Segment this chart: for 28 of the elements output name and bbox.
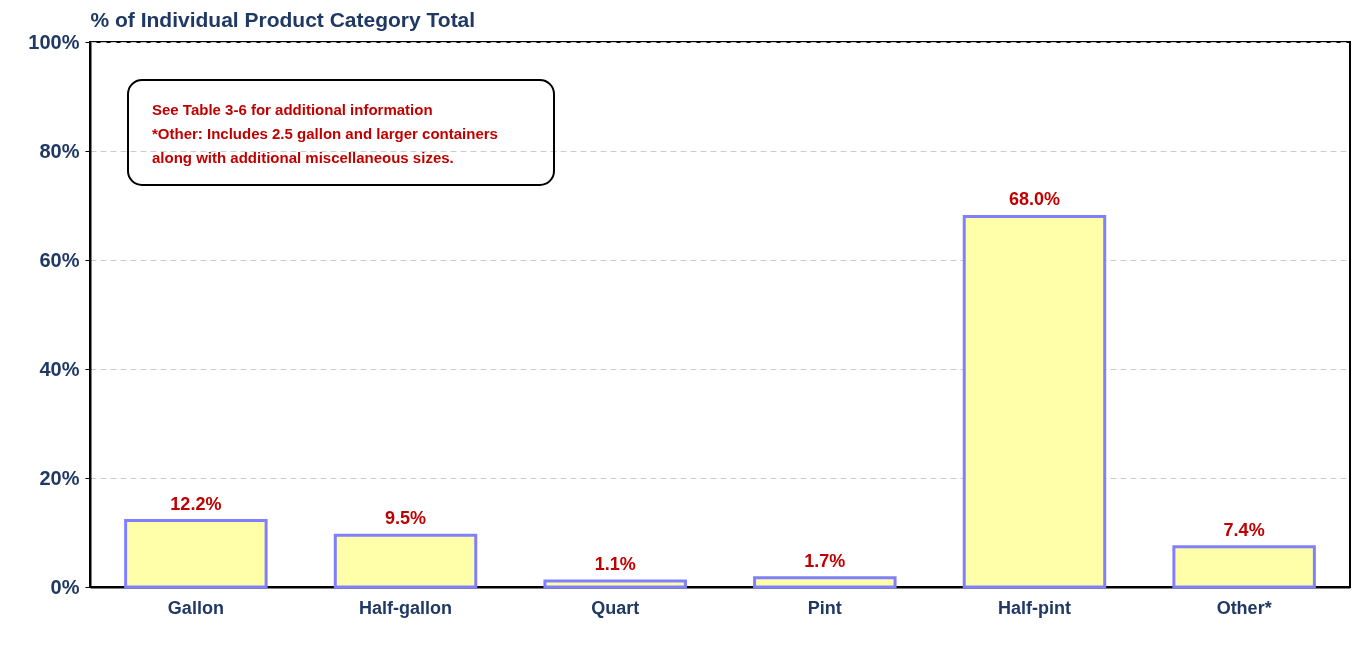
x-tick-label: Gallon — [167, 597, 224, 618]
x-tick-label: Half-gallon — [359, 597, 453, 618]
x-tick-label: Quart — [591, 597, 640, 618]
data-label: 1.1% — [594, 554, 636, 575]
bar — [124, 519, 268, 589]
y-axis-title: % of Individual Product Category Total — [90, 7, 476, 31]
y-tick-label: 60% — [39, 248, 80, 271]
data-label: 1.7% — [804, 550, 846, 571]
bar — [333, 533, 478, 589]
data-label: 9.5% — [385, 508, 427, 529]
bar — [962, 214, 1107, 589]
x-tick-label: Pint — [807, 597, 842, 618]
bar — [543, 579, 687, 589]
x-tick-label: Other* — [1216, 597, 1272, 618]
annotation: along with additional miscellaneous sizes. — [152, 149, 454, 166]
bar — [1172, 545, 1316, 589]
y-tick-label: 20% — [39, 466, 80, 489]
y-tick-label: 80% — [39, 139, 80, 162]
y-tick-label: 100% — [28, 30, 80, 53]
y-tick-label: 0% — [50, 575, 80, 598]
annotation: *Other: Includes 2.5 gallon and larger containers — [152, 125, 498, 142]
x-tick-label: Half-pint — [997, 597, 1071, 618]
data-label: 68.0% — [1008, 189, 1060, 210]
data-label: 12.2% — [170, 493, 222, 514]
annotation: See Table 3-6 for additional information — [152, 101, 433, 118]
y-tick-label: 40% — [39, 357, 80, 380]
data-label: 7.4% — [1223, 519, 1265, 540]
bar — [753, 576, 897, 589]
